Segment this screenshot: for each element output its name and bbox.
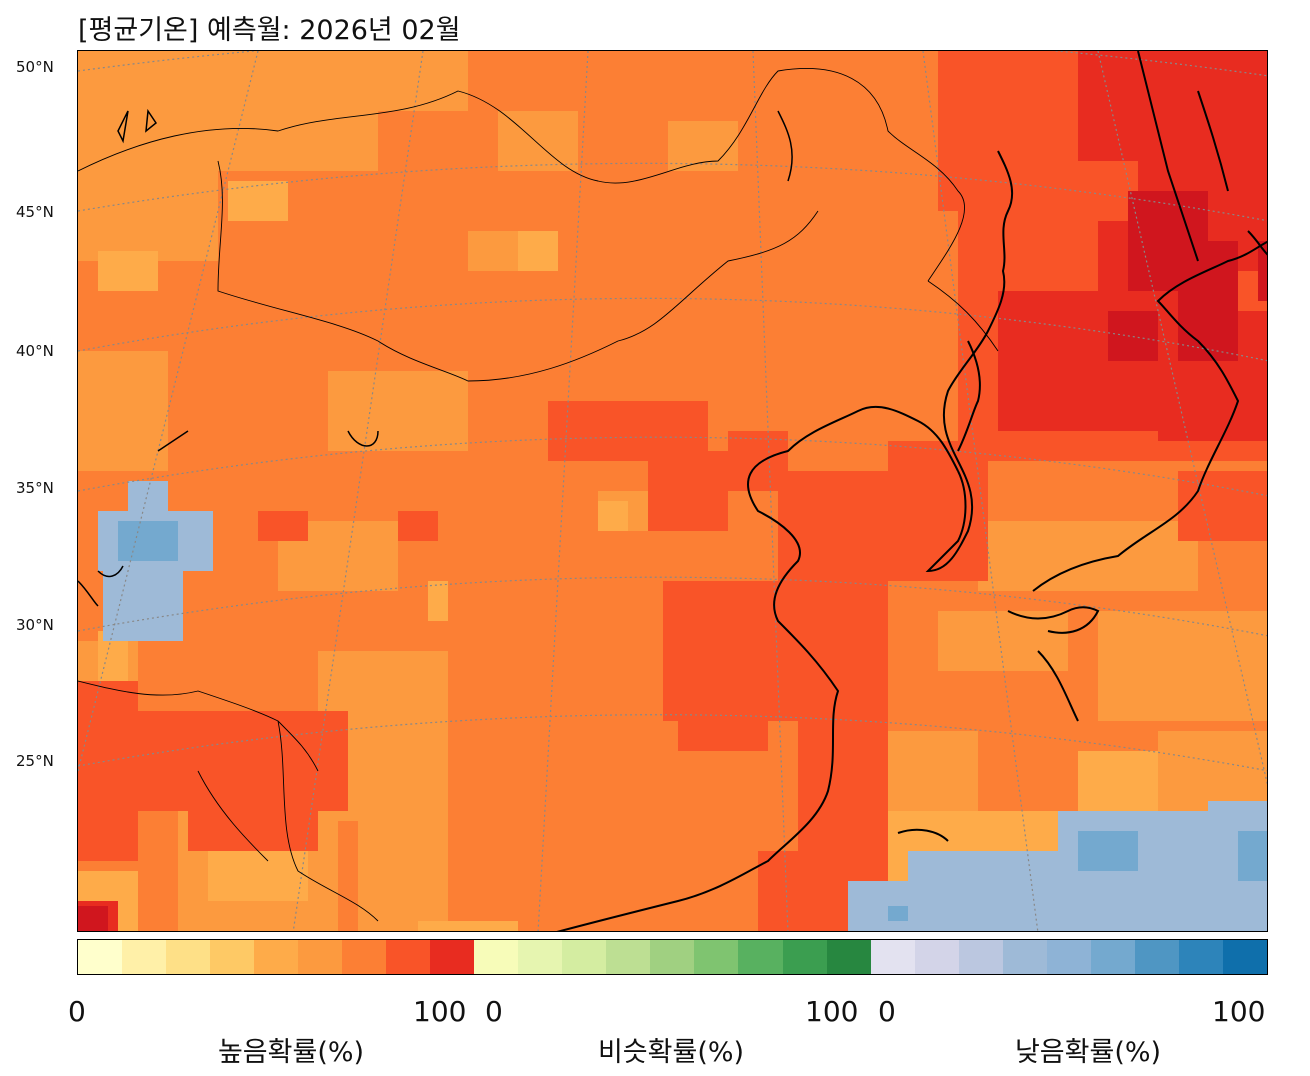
lat-label-40: 40°N bbox=[16, 342, 54, 360]
colorbar-cell bbox=[1222, 940, 1267, 974]
colorbar-cell bbox=[1046, 940, 1091, 974]
colorbar-cell bbox=[122, 940, 167, 974]
colorbar-cell bbox=[958, 940, 1003, 974]
colorbar-cell bbox=[166, 940, 211, 974]
lat-label-50: 50°N bbox=[16, 58, 54, 76]
colorbar-cell bbox=[650, 940, 695, 974]
colorbar-cell bbox=[738, 940, 783, 974]
lat-label-25: 25°N bbox=[16, 752, 54, 770]
legend-low-max: 100 bbox=[1212, 995, 1266, 1028]
legend-similar-label: 비슷확률(%) bbox=[597, 1037, 745, 1068]
country-borders bbox=[78, 68, 999, 922]
legend-colorbar bbox=[77, 939, 1268, 975]
lakes-and-islands bbox=[78, 108, 793, 607]
lat-label-30: 30°N bbox=[16, 616, 54, 634]
coastlines bbox=[556, 51, 1267, 931]
colorbar-cell bbox=[210, 940, 255, 974]
legend-high-label: 높음확률(%) bbox=[217, 1037, 365, 1068]
legend-low-min: 0 bbox=[878, 995, 896, 1028]
low-mid-probability-areas bbox=[78, 51, 1267, 931]
colorbar-cell bbox=[606, 940, 651, 974]
colorbar-cell bbox=[298, 940, 343, 974]
colorbar-cell bbox=[914, 940, 959, 974]
colorbar-cell bbox=[870, 940, 915, 974]
lat-label-45: 45°N bbox=[16, 203, 54, 221]
colorbar-cell bbox=[430, 940, 475, 974]
map-canvas bbox=[78, 51, 1267, 931]
probability-map bbox=[77, 50, 1268, 932]
colorbar-cell bbox=[386, 940, 431, 974]
legend-high-max: 100 bbox=[413, 995, 467, 1028]
legend-high-min: 0 bbox=[68, 995, 86, 1028]
colorbar-cell bbox=[826, 940, 871, 974]
graticule bbox=[78, 51, 1267, 931]
colorbar-cell bbox=[254, 940, 299, 974]
colorbar-cell bbox=[1002, 940, 1047, 974]
colorbar-cell bbox=[1090, 940, 1135, 974]
colorbar-cell bbox=[694, 940, 739, 974]
colorbar-cell bbox=[562, 940, 607, 974]
colorbar-cell bbox=[782, 940, 827, 974]
colorbar-cell bbox=[342, 940, 387, 974]
colorbar-cell bbox=[1178, 940, 1223, 974]
lat-label-35: 35°N bbox=[16, 479, 54, 497]
legend-low-label: 낮음확률(%) bbox=[1014, 1037, 1162, 1068]
colorbar-cell bbox=[518, 940, 563, 974]
map-title: [평균기온] 예측월: 2026년 02월 bbox=[78, 15, 461, 46]
colorbar-cell bbox=[78, 940, 123, 974]
legend-similar-max: 100 bbox=[805, 995, 859, 1028]
below-normal-strong-areas bbox=[118, 521, 1267, 921]
colorbar-cell bbox=[1134, 940, 1179, 974]
colorbar-cell bbox=[474, 940, 519, 974]
legend-similar-min: 0 bbox=[485, 995, 503, 1028]
